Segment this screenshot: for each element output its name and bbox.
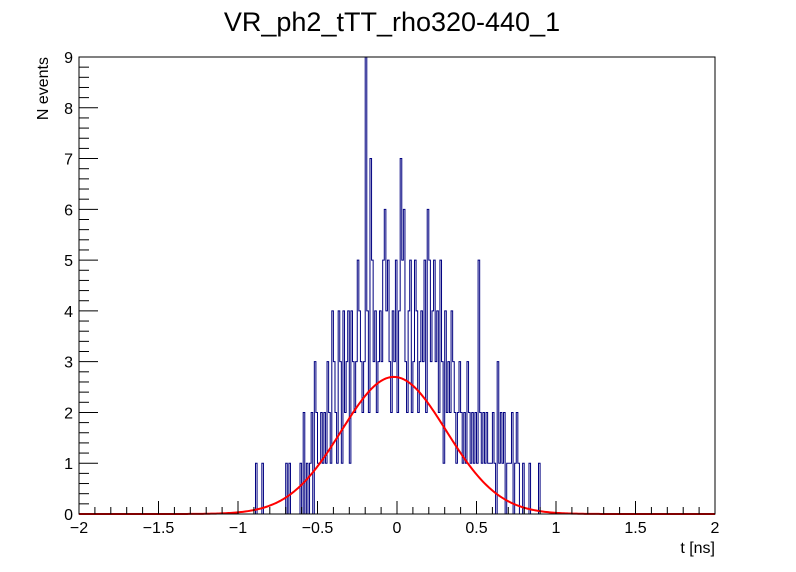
x-tick-label: 1.5 [624,520,646,537]
y-tick-label: 6 [64,202,73,219]
y-axis-ticks: 0 1 2 3 4 5 6 7 8 9 [64,50,98,524]
histogram-bins [79,56,715,515]
x-tick-label: −0.5 [302,520,334,537]
histogram-outline [79,56,715,515]
x-axis-label: t [ns] [680,540,715,557]
y-tick-label: 7 [64,152,73,169]
x-tick-label: 2 [711,520,720,537]
y-tick-label: 4 [64,304,73,321]
x-tick-label: −2 [70,520,88,537]
x-tick-label: 0.5 [465,520,487,537]
y-tick-label: 8 [64,101,73,118]
x-tick-label: 0 [393,520,402,537]
y-tick-label: 5 [64,253,73,270]
x-tick-label: −1.5 [143,520,175,537]
y-tick-label: 3 [64,355,73,372]
y-tick-label: 2 [64,405,73,422]
y-tick-label: 1 [64,456,73,473]
x-axis-ticks: −2 −1.5 −1 −0.5 0 0.5 1 1.5 2 [70,501,720,537]
x-tick-label: −1 [229,520,247,537]
chart-title: VR_ph2_tTT_rho320-440_1 [224,7,560,37]
y-tick-label: 9 [64,50,73,67]
x-tick-label: 1 [552,520,561,537]
y-axis-label: N events [35,57,52,120]
y-tick-label: 0 [64,507,73,524]
